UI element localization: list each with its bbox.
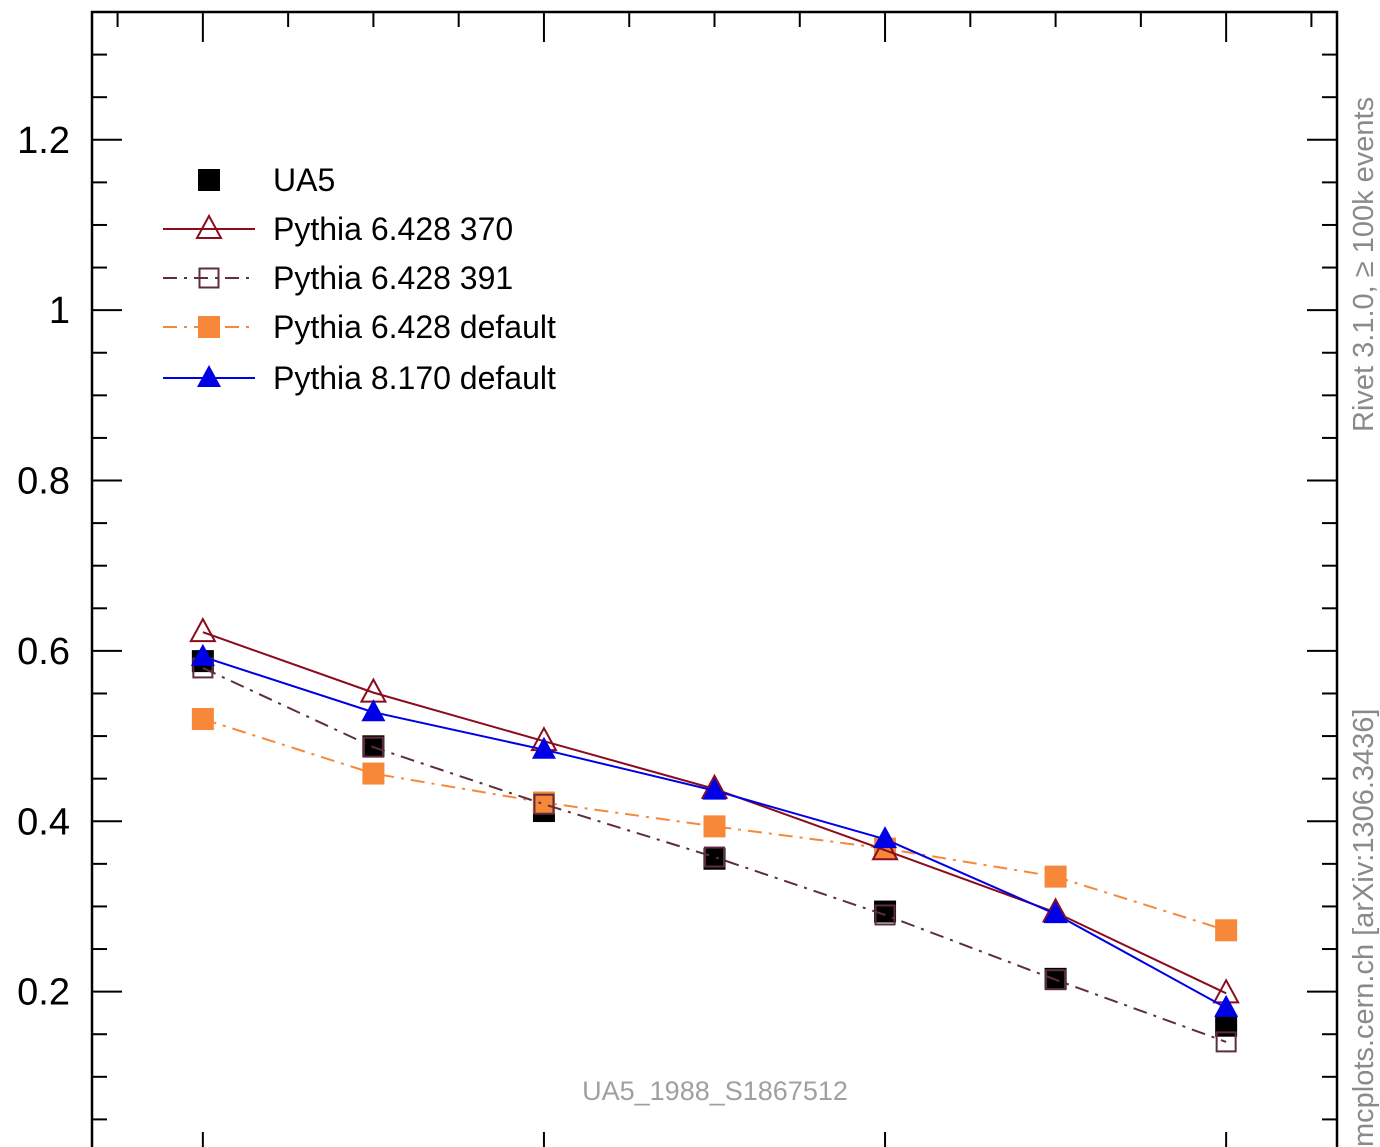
data-point xyxy=(362,736,384,758)
axis-ticks xyxy=(92,12,1337,1147)
data-point xyxy=(703,815,726,838)
legend-label: UA5 xyxy=(273,162,335,198)
series-layer xyxy=(189,617,1240,1053)
legend-entry: Pythia 6.428 default xyxy=(163,309,556,345)
legend-entry: UA5 xyxy=(198,162,335,198)
data-point xyxy=(702,777,727,800)
data-point xyxy=(191,708,214,731)
legend-label: Pythia 8.170 default xyxy=(273,360,556,396)
legend-entry: Pythia 6.428 370 xyxy=(163,211,513,247)
data-point xyxy=(361,699,386,722)
data-point xyxy=(1045,969,1067,991)
legend: UA5 Pythia 6.428 370 Pythia 6.428 391 Pythi… xyxy=(163,162,556,396)
data-point xyxy=(1215,1031,1237,1053)
series-4 xyxy=(190,643,1239,1017)
legend-entry: Pythia 8.170 default xyxy=(163,360,556,396)
data-point xyxy=(1214,994,1239,1017)
y-tick-label: 0.4 xyxy=(17,801,70,843)
legend-label: Pythia 6.428 391 xyxy=(273,260,513,296)
side-label-top: Rivet 3.1.0, ≥ 100k events xyxy=(1348,97,1380,432)
series-0 xyxy=(191,650,1238,1037)
data-point xyxy=(871,835,899,861)
data-point xyxy=(531,736,556,759)
y-tick-label: 1 xyxy=(49,290,70,332)
data-point xyxy=(1043,901,1068,924)
series-2 xyxy=(192,657,1237,1053)
legend-label: Pythia 6.428 370 xyxy=(273,211,513,247)
data-point xyxy=(704,846,725,868)
y-tick-label: 1.2 xyxy=(17,120,70,162)
data-point xyxy=(362,762,385,785)
legend-label: Pythia 6.428 default xyxy=(273,309,556,345)
series-line xyxy=(202,667,1227,1043)
legend-marker xyxy=(197,365,221,387)
data-point xyxy=(874,904,896,926)
legend-marker xyxy=(198,316,220,338)
data-point xyxy=(1044,865,1067,888)
data-point xyxy=(532,791,555,814)
series-1 xyxy=(189,617,1240,1004)
data-point xyxy=(703,847,726,870)
y-tick-label: 0.8 xyxy=(17,461,70,503)
series-line xyxy=(202,631,1227,995)
legend-entry: Pythia 6.428 391 xyxy=(163,260,513,296)
data-point xyxy=(190,643,215,666)
legend-marker xyxy=(198,169,220,191)
y-tick-label: 0.2 xyxy=(17,972,70,1014)
legend-marker xyxy=(195,213,223,239)
legend-marker xyxy=(198,267,220,289)
series-3 xyxy=(191,708,1238,942)
data-point xyxy=(533,793,555,815)
data-point xyxy=(1215,919,1238,942)
y-tick-label: 0.6 xyxy=(17,631,70,673)
data-point xyxy=(189,617,217,643)
data-point xyxy=(873,826,898,849)
side-label-bottom: mcplots.cern.ch [arXiv:1306.3436] xyxy=(1348,709,1380,1147)
watermark-label: UA5_1988_S1867512 xyxy=(582,1076,848,1106)
data-point xyxy=(1215,1014,1238,1037)
y-tick-labels: 0.2 0.4 0.6 0.8 1 1.2 xyxy=(17,120,70,1014)
